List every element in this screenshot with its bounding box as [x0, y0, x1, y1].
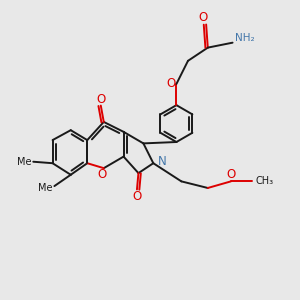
Text: O: O	[199, 11, 208, 24]
Text: Me: Me	[38, 182, 53, 193]
Text: O: O	[132, 190, 142, 202]
Text: O: O	[96, 92, 105, 106]
Text: O: O	[167, 77, 176, 91]
Text: O: O	[226, 168, 236, 181]
Text: N: N	[158, 155, 167, 168]
Text: NH₂: NH₂	[235, 33, 255, 43]
Text: CH₃: CH₃	[255, 176, 274, 186]
Text: Me: Me	[17, 157, 32, 167]
Text: O: O	[98, 168, 107, 181]
